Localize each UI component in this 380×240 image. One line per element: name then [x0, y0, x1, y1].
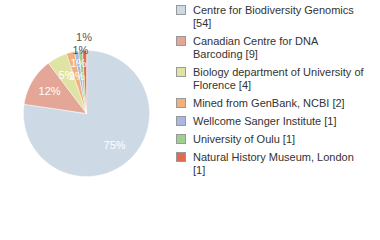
- svg-text:75%: 75%: [104, 139, 126, 151]
- svg-text:2%: 2%: [69, 70, 85, 82]
- html-text:Biology department of Universi: Biology department of University of Flor…: [193, 66, 364, 91]
- html-text:Mined from GenBank, NCBI [2]: Mined from GenBank, NCBI [2]: [193, 97, 345, 109]
- svg-text:12%: 12%: [39, 85, 61, 97]
- svg-text:5%: 5%: [58, 69, 75, 82]
- html-text:Centre for Biodiversity Genomi: Centre for Biodiversity Genomics [54]: [193, 4, 354, 29]
- html-text:Canadian Centre for DNA Barcod: Canadian Centre for DNA Barcoding [9]: [193, 35, 318, 60]
- svg-text:1%: 1%: [70, 57, 86, 69]
- html-text:University of Oulu [1]: University of Oulu [1]: [193, 133, 296, 145]
- svg-text:1%: 1%: [72, 44, 88, 56]
- html-text:Wellcome Sanger Institute [1]: Wellcome Sanger Institute [1]: [193, 115, 337, 127]
- svg-text:1%: 1%: [76, 31, 92, 43]
- html-text:Natural History Museum, London: Natural History Museum, London [1]: [193, 151, 354, 176]
